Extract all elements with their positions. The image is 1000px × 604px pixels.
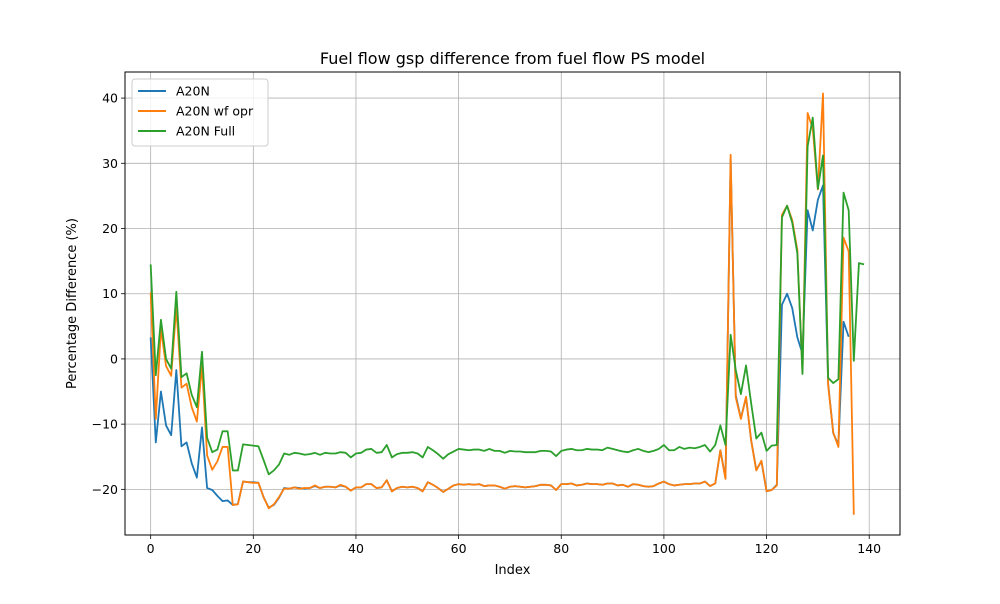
y-tick-label: −10	[92, 417, 118, 432]
y-tick-label: −20	[92, 482, 118, 497]
x-tick-label: 40	[348, 541, 364, 556]
legend-label-a20n-full: A20N Full	[176, 124, 235, 139]
y-tick-label: 20	[102, 221, 118, 236]
chart-title: Fuel flow gsp difference from fuel flow …	[320, 49, 705, 68]
x-tick-label: 80	[553, 541, 569, 556]
x-tick-label: 120	[755, 541, 779, 556]
legend-label-a20n-wf-opr: A20N wf opr	[176, 104, 254, 119]
y-axis-label: Percentage Difference (%)	[65, 218, 80, 389]
y-tick-label: 10	[102, 286, 118, 301]
series-line-a20n-wf-opr	[149, 92, 855, 515]
x-tick-label: 20	[245, 541, 261, 556]
series-lines	[149, 92, 865, 515]
legend-box	[131, 78, 269, 147]
plot-frame	[124, 71, 901, 536]
x-tick-label: 0	[147, 541, 155, 556]
y-tick-label: 30	[102, 156, 118, 171]
x-tick-label: 100	[652, 541, 676, 556]
axis-ticks: 0 20 40 60 80 100 120 140 −20 −10 0 10 20 30 40	[92, 91, 882, 556]
x-axis-label: Index	[495, 563, 531, 578]
legend-label-a20n: A20N	[176, 84, 210, 99]
x-tick-label: 140	[857, 541, 881, 556]
y-tick-label: 0	[110, 351, 118, 366]
x-tick-label: 60	[451, 541, 467, 556]
y-tick-label: 40	[102, 91, 118, 106]
legend: A20N A20N wf opr A20N Full	[131, 78, 269, 147]
series-line-a20n-full	[149, 116, 865, 476]
grid-lines	[125, 72, 900, 535]
